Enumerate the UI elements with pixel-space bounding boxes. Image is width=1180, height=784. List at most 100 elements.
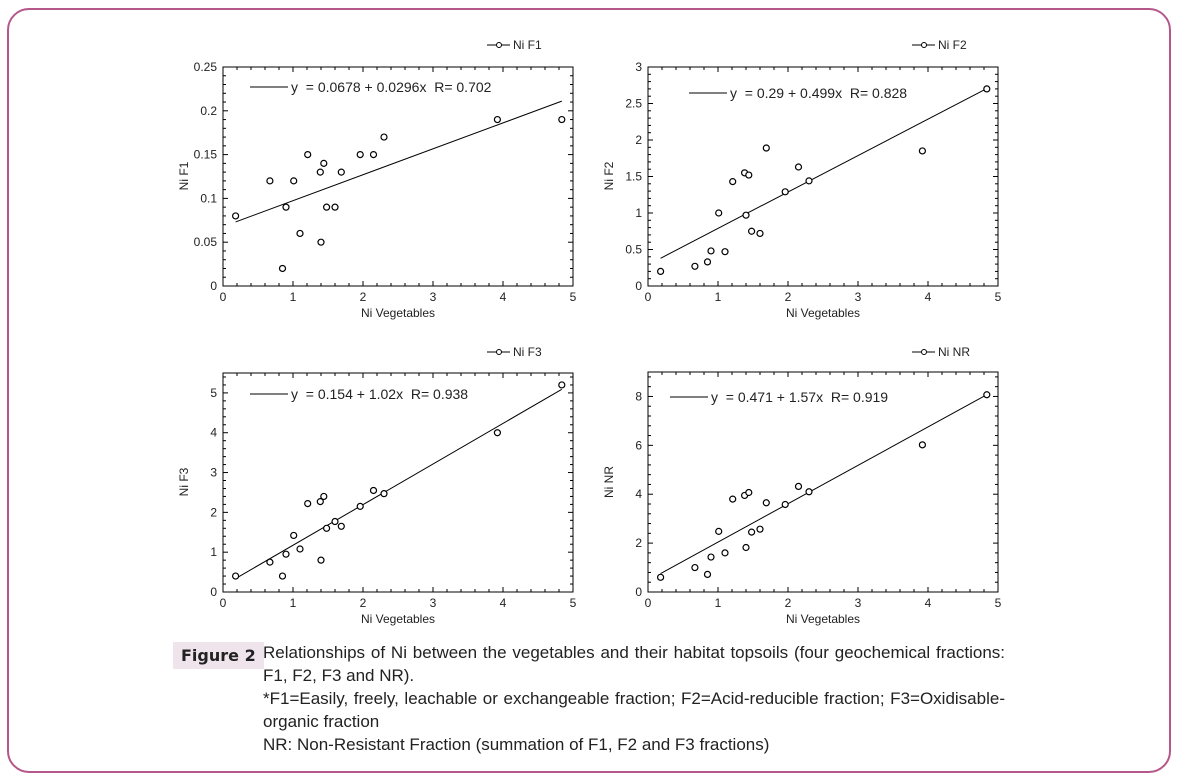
y-tick-label: 0.05: [194, 235, 218, 249]
data-point: [805, 488, 813, 496]
y-tick-label: 3: [210, 466, 217, 480]
chart-panel-4: 0 1 2 3 4 5 0 2 4 6 8 Ni Vegetables Ni NR Ni NR y = 0.…: [602, 345, 1002, 626]
data-point: [558, 381, 566, 389]
data-point: [337, 168, 345, 176]
x-axis-label: Ni Vegetables: [361, 612, 435, 626]
data-point: [304, 151, 312, 159]
x-tick-label: 5: [570, 290, 577, 304]
y-tick-label: 2: [635, 133, 642, 147]
legend-marker: [921, 349, 927, 355]
x-axis-label: Ni Vegetables: [786, 612, 860, 626]
data-point: [290, 531, 298, 540]
data-point: [282, 550, 290, 558]
regression-equation: y = 0.154 + 1.02x R= 0.938: [291, 386, 468, 402]
chart-panel-2: 0 1 2 3 4 5 0 0.5 1 1.5 2 2.5 3 Ni Vegetables Ni F2 Ni …: [602, 38, 1002, 320]
plot-frame: [647, 371, 999, 593]
y-tick-label: 0.1: [200, 191, 217, 205]
data-point: [805, 177, 813, 185]
y-tick-label: 4: [635, 487, 642, 501]
data-point: [380, 490, 388, 498]
y-tick-label: 0.5: [625, 243, 642, 257]
data-point: [356, 502, 364, 510]
data-point: [282, 203, 290, 211]
data-point: [983, 85, 991, 93]
regression-equation: y = 0.29 + 0.499x R= 0.828: [730, 85, 907, 101]
x-tick-label: 1: [715, 596, 722, 610]
legend-label: Ni NR: [938, 345, 970, 359]
x-tick-label: 2: [785, 290, 792, 304]
data-point: [278, 572, 287, 580]
y-tick-label: 0.25: [194, 60, 218, 74]
x-axis-label: Ni Vegetables: [786, 306, 860, 320]
y-axis-label: Ni NR: [602, 466, 616, 498]
x-tick-label: 4: [500, 290, 507, 304]
data-point: [296, 229, 304, 238]
legend-marker: [496, 349, 502, 355]
x-tick-label: 0: [645, 290, 652, 304]
x-tick-label: 3: [430, 596, 437, 610]
caption-line-2: *F1=Easily, freely, leachable or exchang…: [263, 689, 1005, 731]
data-point: [762, 144, 770, 152]
regression-line: [660, 394, 988, 575]
y-tick-label: 0: [210, 279, 217, 293]
x-tick-label: 1: [290, 596, 297, 610]
x-tick-label: 1: [290, 290, 297, 304]
data-point: [320, 159, 328, 167]
data-point: [691, 563, 699, 572]
data-point: [703, 258, 712, 266]
data-point: [745, 171, 753, 179]
x-tick-label: 4: [925, 596, 932, 610]
x-tick-label: 5: [995, 290, 1002, 304]
data-point: [747, 528, 756, 536]
data-point: [266, 558, 274, 566]
x-tick-label: 1: [715, 290, 722, 304]
data-point: [691, 262, 699, 270]
data-point: [558, 115, 566, 124]
data-point: [656, 267, 665, 275]
y-tick-label: 1: [635, 206, 642, 220]
legend-label: Ni F2: [938, 38, 967, 52]
figure-charts: 0 1 2 3 4 5 0 0.05 0.1 0.15 0.2 0.25 Ni Vegetables Ni…: [177, 38, 1002, 626]
y-tick-label: 0: [635, 585, 642, 599]
data-point: [290, 177, 298, 185]
y-tick-label: 0: [210, 585, 217, 599]
legend-label: Ni F3: [513, 345, 542, 359]
data-point: [331, 517, 339, 526]
data-point: [493, 429, 501, 437]
caption-line-1: Relationships of Ni between the vegetabl…: [263, 643, 1005, 685]
y-tick-label: 2: [635, 536, 642, 550]
x-tick-label: 5: [570, 596, 577, 610]
caption-line-3: NR: Non-Resistant Fraction (summation of…: [263, 735, 770, 754]
data-point: [317, 556, 325, 564]
x-tick-label: 2: [785, 596, 792, 610]
data-point: [232, 572, 240, 580]
y-tick-label: 0.2: [200, 104, 217, 118]
y-axis-label: Ni F3: [177, 467, 191, 496]
x-tick-label: 4: [925, 290, 932, 304]
regression-line: [235, 100, 562, 223]
data-point: [983, 391, 991, 399]
legend-label: Ni F1: [513, 38, 542, 52]
x-tick-label: 0: [645, 596, 652, 610]
y-tick-label: 8: [635, 389, 642, 403]
x-axis-label: Ni Vegetables: [361, 306, 435, 320]
plot-frame: [222, 372, 574, 593]
figure-caption: Relationships of Ni between the vegetabl…: [263, 641, 1005, 756]
chart-panel-3: 0 1 2 3 4 5 0 1 2 3 4 5 Ni Vegetables Ni F3 Ni F3 y = 0…: [177, 345, 577, 626]
data-point: [703, 570, 712, 579]
y-tick-label: 2: [210, 505, 217, 519]
plot-frame: [222, 66, 574, 287]
regression-line: [235, 388, 563, 579]
data-point: [369, 486, 378, 495]
data-point: [380, 133, 388, 141]
x-tick-label: 2: [360, 596, 367, 610]
data-point: [232, 212, 240, 220]
x-tick-label: 5: [995, 596, 1002, 610]
data-point: [781, 500, 789, 509]
data-point: [304, 500, 312, 508]
data-point: [729, 178, 737, 186]
y-axis-label: Ni F2: [602, 161, 616, 190]
data-point: [493, 115, 501, 124]
y-tick-label: 1.5: [625, 170, 642, 184]
data-point: [296, 545, 304, 553]
